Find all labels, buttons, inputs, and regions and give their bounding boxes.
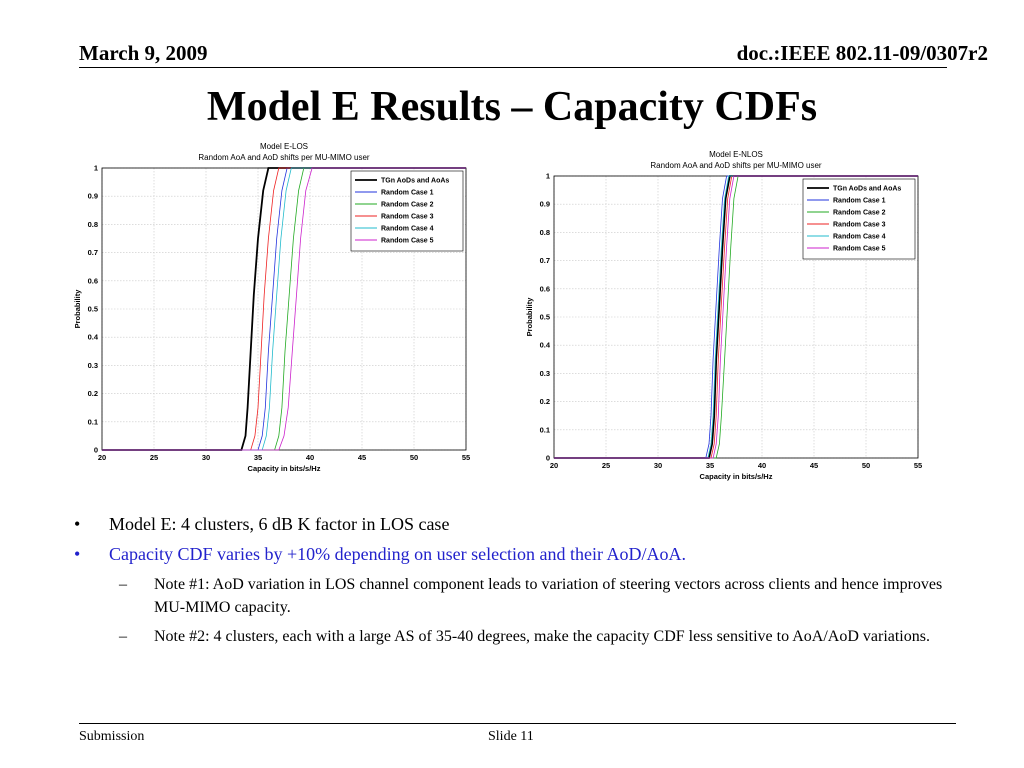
legend-label: Random Case 1 [833,198,886,205]
legend-label: TGn AoDs and AoAs [833,186,901,193]
x-tick-label: 45 [358,453,366,462]
series-line [554,175,918,459]
sub-bullet-text: Note #1: AoD variation in LOS channel co… [154,575,943,616]
y-tick-label: 0.8 [540,228,550,237]
legend-label: Random Case 3 [381,214,434,221]
sub-bullet-item: – Note #1: AoD variation in LOS channel … [74,573,974,619]
y-tick-label: 0.7 [540,256,550,265]
x-tick-label: 20 [98,453,106,462]
y-tick-label: 0.5 [540,313,550,322]
slide-title: Model E Results – Capacity CDFs [206,84,818,130]
y-tick-label: 0 [546,454,550,463]
x-tick-label: 55 [462,453,470,462]
y-tick-label: 0.8 [88,220,98,229]
y-tick-label: 0.3 [88,361,98,370]
x-tick-label: 35 [254,453,262,462]
x-axis-label: Capacity in bits/s/Hz [248,464,321,473]
footer-submission: Submission [79,729,145,744]
chart-subtitle: Random AoA and AoD shifts per MU-MIMO us… [650,161,822,170]
footer-slide-number: Slide 11 [488,729,534,744]
y-tick-label: 0.9 [540,200,550,209]
bullet-item: • Model E: 4 clusters, 6 dB K factor in … [74,512,974,536]
series-line [102,167,466,451]
legend-label: Random Case 3 [833,222,886,229]
y-tick-label: 1 [546,172,550,181]
x-tick-label: 40 [306,453,314,462]
y-tick-label: 0.6 [540,284,550,293]
series-line [102,167,466,451]
series-line [102,167,466,451]
y-tick-label: 0 [94,446,98,455]
y-tick-label: 0.9 [88,192,98,201]
chart-los: Model E-LOS Random AoA and AoD shifts per… [73,142,470,473]
x-tick-label: 40 [758,461,766,470]
y-tick-label: 0.6 [88,276,98,285]
y-tick-label: 0.1 [540,425,550,434]
legend-label: Random Case 4 [833,234,886,241]
x-axis-label: Capacity in bits/s/Hz [700,472,773,481]
sub-bullet-item: – Note #2: 4 clusters, each with a large… [74,625,974,648]
legend-label: Random Case 2 [833,210,886,217]
legend-label: Random Case 1 [381,190,434,197]
series-line [554,175,918,459]
legend-label: Random Case 2 [381,202,434,209]
header-divider [79,67,947,68]
y-tick-label: 0.4 [540,341,551,350]
dash-glyph: – [119,575,127,593]
chart-title: Model E-LOS [260,142,308,151]
series-line [102,167,466,451]
bullet-item: • Capacity CDF varies by +10% depending … [74,542,974,566]
y-tick-label: 0.5 [88,305,98,314]
bullet-text: Capacity CDF varies by +10% depending on… [109,544,687,565]
y-axis-label: Probability [73,289,82,329]
sub-bullet-text: Note #2: 4 clusters, each with a large A… [154,627,930,645]
x-tick-label: 50 [862,461,870,470]
series-line [554,175,918,459]
legend-label: Random Case 5 [833,246,886,253]
x-tick-label: 25 [602,461,610,470]
legend-label: Random Case 4 [381,226,434,233]
bullet-glyph: • [74,544,81,565]
x-tick-label: 45 [810,461,818,470]
chart-subtitle: Random AoA and AoD shifts per MU-MIMO us… [198,153,370,162]
bullet-list: • Model E: 4 clusters, 6 dB K factor in … [74,512,974,654]
series-line [102,167,466,451]
legend-box [802,178,916,260]
chart-title: Model E-NLOS [709,150,763,159]
y-tick-label: 0.1 [88,417,98,426]
x-tick-label: 30 [202,453,210,462]
x-tick-label: 35 [706,461,714,470]
y-tick-label: 1 [94,164,98,173]
series-line [554,175,918,459]
legend-label: Random Case 5 [381,238,434,245]
legend-box [350,170,464,252]
series-line [554,175,918,459]
footer-divider [79,723,956,724]
x-tick-label: 30 [654,461,662,470]
series-line [102,167,466,451]
x-tick-label: 55 [914,461,922,470]
bullet-glyph: • [74,514,81,534]
y-tick-label: 0.2 [88,389,98,398]
y-tick-label: 0.7 [88,248,98,257]
y-tick-label: 0.2 [540,397,550,406]
series-line [554,175,918,459]
x-tick-label: 50 [410,453,418,462]
bullet-text: Model E: 4 clusters, 6 dB K factor in LO… [109,514,450,534]
chart-nlos: Model E-NLOS Random AoA and AoD shifts pe… [525,150,922,481]
y-tick-label: 0.3 [540,369,550,378]
dash-glyph: – [119,627,127,645]
y-tick-label: 0.4 [88,333,99,342]
header-doc-id: doc.:IEEE 802.11-09/0307r2 [736,41,988,65]
y-axis-label: Probability [525,297,534,337]
legend-label: TGn AoDs and AoAs [381,178,449,185]
x-tick-label: 20 [550,461,558,470]
x-tick-label: 25 [150,453,158,462]
header-date: March 9, 2009 [79,41,208,65]
